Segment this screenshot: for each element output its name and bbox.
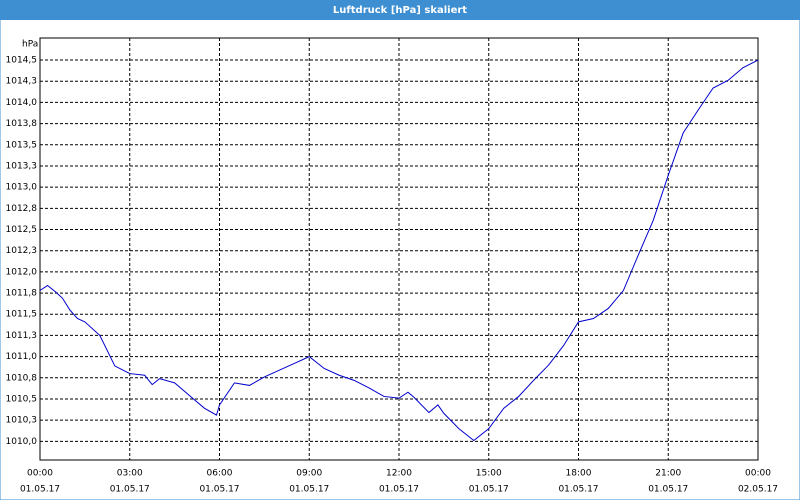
x-tick-label: 12:00 — [386, 469, 412, 479]
x-tick-date: 01.05.17 — [199, 485, 239, 495]
y-tick-label: 1013,0 — [6, 183, 38, 193]
y-tick-label: 1013,3 — [6, 161, 38, 171]
y-tick-label: 1011,3 — [6, 331, 38, 341]
x-tick-label: 21:00 — [655, 469, 681, 479]
x-tick-label: 00:00 — [745, 469, 771, 479]
y-unit: hPa — [22, 40, 38, 50]
y-tick-label: 1010,3 — [6, 416, 38, 426]
y-tick-label: 1011,5 — [6, 310, 38, 320]
x-tick-date: 02.05.17 — [738, 485, 778, 495]
x-tick-date: 01.05.17 — [110, 485, 150, 495]
x-tick-date: 01.05.17 — [469, 485, 509, 495]
x-tick-date: 01.05.17 — [648, 485, 688, 495]
x-tick-label: 00:00 — [27, 469, 53, 479]
x-tick-label: 03:00 — [117, 469, 143, 479]
x-tick-date: 01.05.17 — [289, 485, 329, 495]
y-tick-label: 1010,5 — [6, 394, 38, 404]
y-tick-label: 1012,5 — [6, 225, 38, 235]
y-tick-label: 1010,0 — [6, 437, 38, 447]
y-tick-label: 1012,0 — [6, 267, 38, 277]
chart-title: Luftdruck [hPa] skaliert — [333, 5, 467, 16]
x-tick-date: 01.05.17 — [558, 485, 598, 495]
x-tick-label: 15:00 — [476, 469, 502, 479]
y-tick-label: 1011,0 — [6, 352, 38, 362]
y-tick-label: 1014,0 — [6, 98, 38, 108]
y-tick-label: 1012,3 — [6, 246, 38, 256]
data-line — [39, 59, 759, 442]
y-tick-label: 1014,5 — [6, 56, 38, 66]
x-tick-date: 01.05.17 — [379, 485, 419, 495]
y-tick-label: 1010,8 — [6, 373, 38, 383]
y-tick-label: 1013,5 — [6, 140, 38, 150]
y-tick-label: 1012,8 — [6, 204, 38, 214]
x-tick-label: 09:00 — [296, 469, 322, 479]
y-tick-label: 1014,3 — [6, 77, 38, 87]
y-tick-label: 1013,8 — [6, 119, 38, 129]
title-bar — [0, 0, 800, 20]
x-tick-label: 18:00 — [566, 469, 592, 479]
x-tick-label: 06:00 — [207, 469, 233, 479]
y-tick-label: 1011,8 — [6, 289, 38, 299]
x-tick-date: 01.05.17 — [20, 485, 60, 495]
